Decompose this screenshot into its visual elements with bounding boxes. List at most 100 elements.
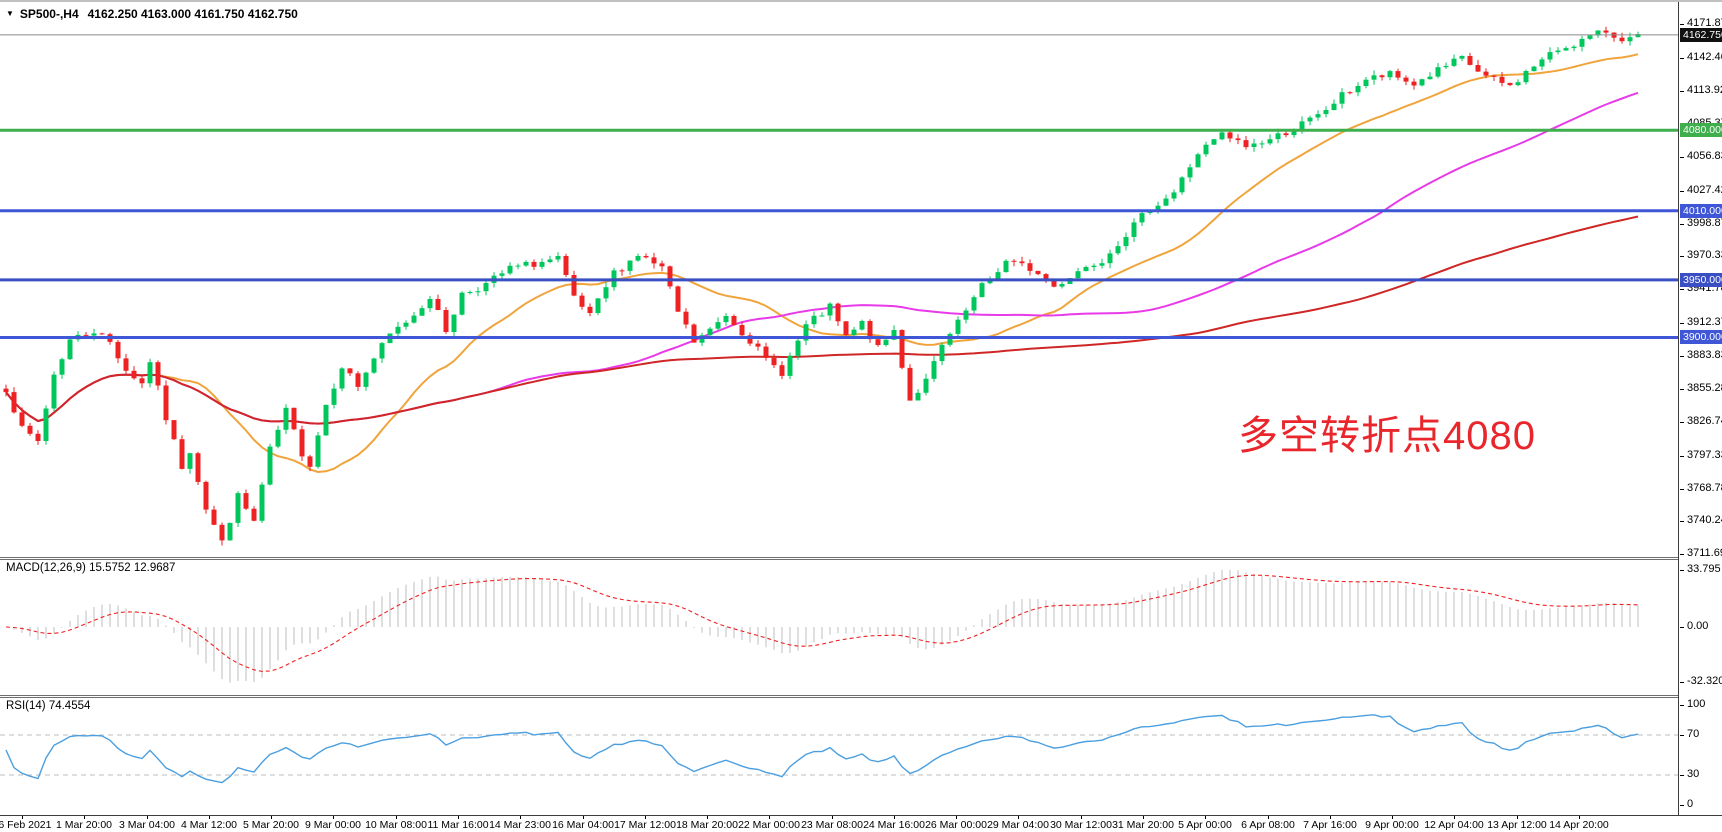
time-tick-mark [396,816,397,819]
candle-body [1571,46,1577,49]
symbol-timeframe-label: SP500-,H4 [19,7,79,21]
candle-body [1027,263,1033,271]
candle-body [651,257,657,264]
candle-body [1347,92,1353,94]
candle-body [1499,76,1505,83]
candle-body [1139,213,1145,223]
time-tick-mark [1392,816,1393,819]
axis-tick-mark [1680,356,1684,357]
candle-body [147,362,153,384]
candle-body [11,392,17,413]
time-tick-label: 31 Mar 20:00 [1112,819,1174,831]
candle-body [1123,237,1129,247]
rsi-label: RSI(14) 74.4554 [6,700,91,712]
candle-body [643,256,649,258]
candle-body [547,259,553,262]
candle-body [451,314,457,332]
candlestick-plot[interactable] [0,2,1678,557]
time-tick-label: 14 Apr 20:00 [1549,819,1609,831]
rsi-tick-label: 0 [1687,798,1694,810]
candle-body [715,322,721,329]
candle-body [275,429,281,447]
candle-body [1363,79,1369,86]
candle-body [27,425,33,434]
price-tick-label: 3912.375 [1687,316,1722,328]
pane-separator-macd[interactable] [0,557,1722,560]
candle-body [979,283,985,298]
rsi-line[interactable] [5,714,1639,784]
candle-body [595,298,601,313]
price-level-box: 4162.750 [1680,28,1722,42]
main-price-pane[interactable] [0,2,1678,557]
candle-body [1147,212,1153,213]
candle-body [3,388,9,393]
candle-body [803,324,809,341]
candle-body [1379,75,1385,78]
macd-signal-line[interactable] [5,574,1639,672]
time-tick-label: 5 Mar 20:00 [242,819,300,831]
axis-tick-mark [1680,24,1684,25]
candle-body [587,306,593,313]
time-tick-mark [271,816,272,819]
fast-orange-ma-line[interactable] [5,53,1639,474]
rsi-tick-label: 30 [1687,768,1700,780]
candle-body [1075,271,1081,279]
price-axis[interactable]: 4171.8754142.4654113.9204085.3754056.830… [1678,2,1722,815]
pane-separator-rsi[interactable] [0,695,1722,698]
candle-body [1411,81,1417,86]
candle-body [251,508,257,521]
axis-tick-mark [1680,705,1684,706]
candle-body [1259,143,1265,145]
candle-body [395,326,401,334]
macd-label: MACD(12,26,9) 15.5752 12.9687 [6,562,176,574]
candle-body [1115,246,1121,254]
candle-body [571,275,577,296]
slow-red-ma-line[interactable] [5,215,1639,425]
time-tick-mark [1018,816,1019,819]
candle-body [299,429,305,457]
candle-body [1627,37,1633,42]
candle-body [331,388,337,405]
rsi-pane[interactable] [0,698,1678,814]
candle-body [523,261,529,266]
candle-body [243,493,249,509]
candle-body [1275,133,1281,140]
medium-magenta-ma-line[interactable] [5,91,1639,425]
time-tick-mark [956,816,957,819]
macd-plot[interactable] [0,560,1678,695]
candle-body [507,265,513,274]
rsi-plot[interactable] [0,698,1678,814]
candle-body [43,408,49,441]
axis-tick-mark [1680,191,1684,192]
time-tick-label: 6 Apr 08:00 [1241,819,1295,831]
candle-body [35,433,41,441]
time-tick-label: 4 Mar 12:00 [180,819,238,831]
candle-body [891,330,897,340]
candle-body [291,407,297,430]
ohlc-values: 4162.250 4163.000 4161.750 4162.750 [87,7,298,21]
time-tick-mark [1454,816,1455,819]
axis-tick-mark [1680,627,1684,628]
candle-body [1579,38,1585,47]
macd-pane[interactable] [0,560,1678,695]
time-tick-label: 18 Mar 20:00 [676,819,738,831]
candle-body [707,328,713,336]
time-tick-label: 10 Mar 08:00 [365,819,427,831]
candle-body [1107,253,1113,264]
candle-body [899,330,905,368]
axis-tick-mark [1680,422,1684,423]
time-tick-mark [147,816,148,819]
candle-body [259,484,265,521]
candle-body [1507,82,1513,86]
time-tick-mark [1268,816,1269,819]
candle-body [1491,75,1497,77]
rsi-tick-label: 70 [1687,728,1700,740]
candle-body [1427,76,1433,80]
symbol-dropdown-icon[interactable]: ▼ [6,9,14,18]
axis-tick-mark [1680,805,1684,806]
candle-body [475,291,481,293]
candle-body [691,324,697,343]
candle-body [1547,52,1553,60]
candle-body [931,361,937,379]
